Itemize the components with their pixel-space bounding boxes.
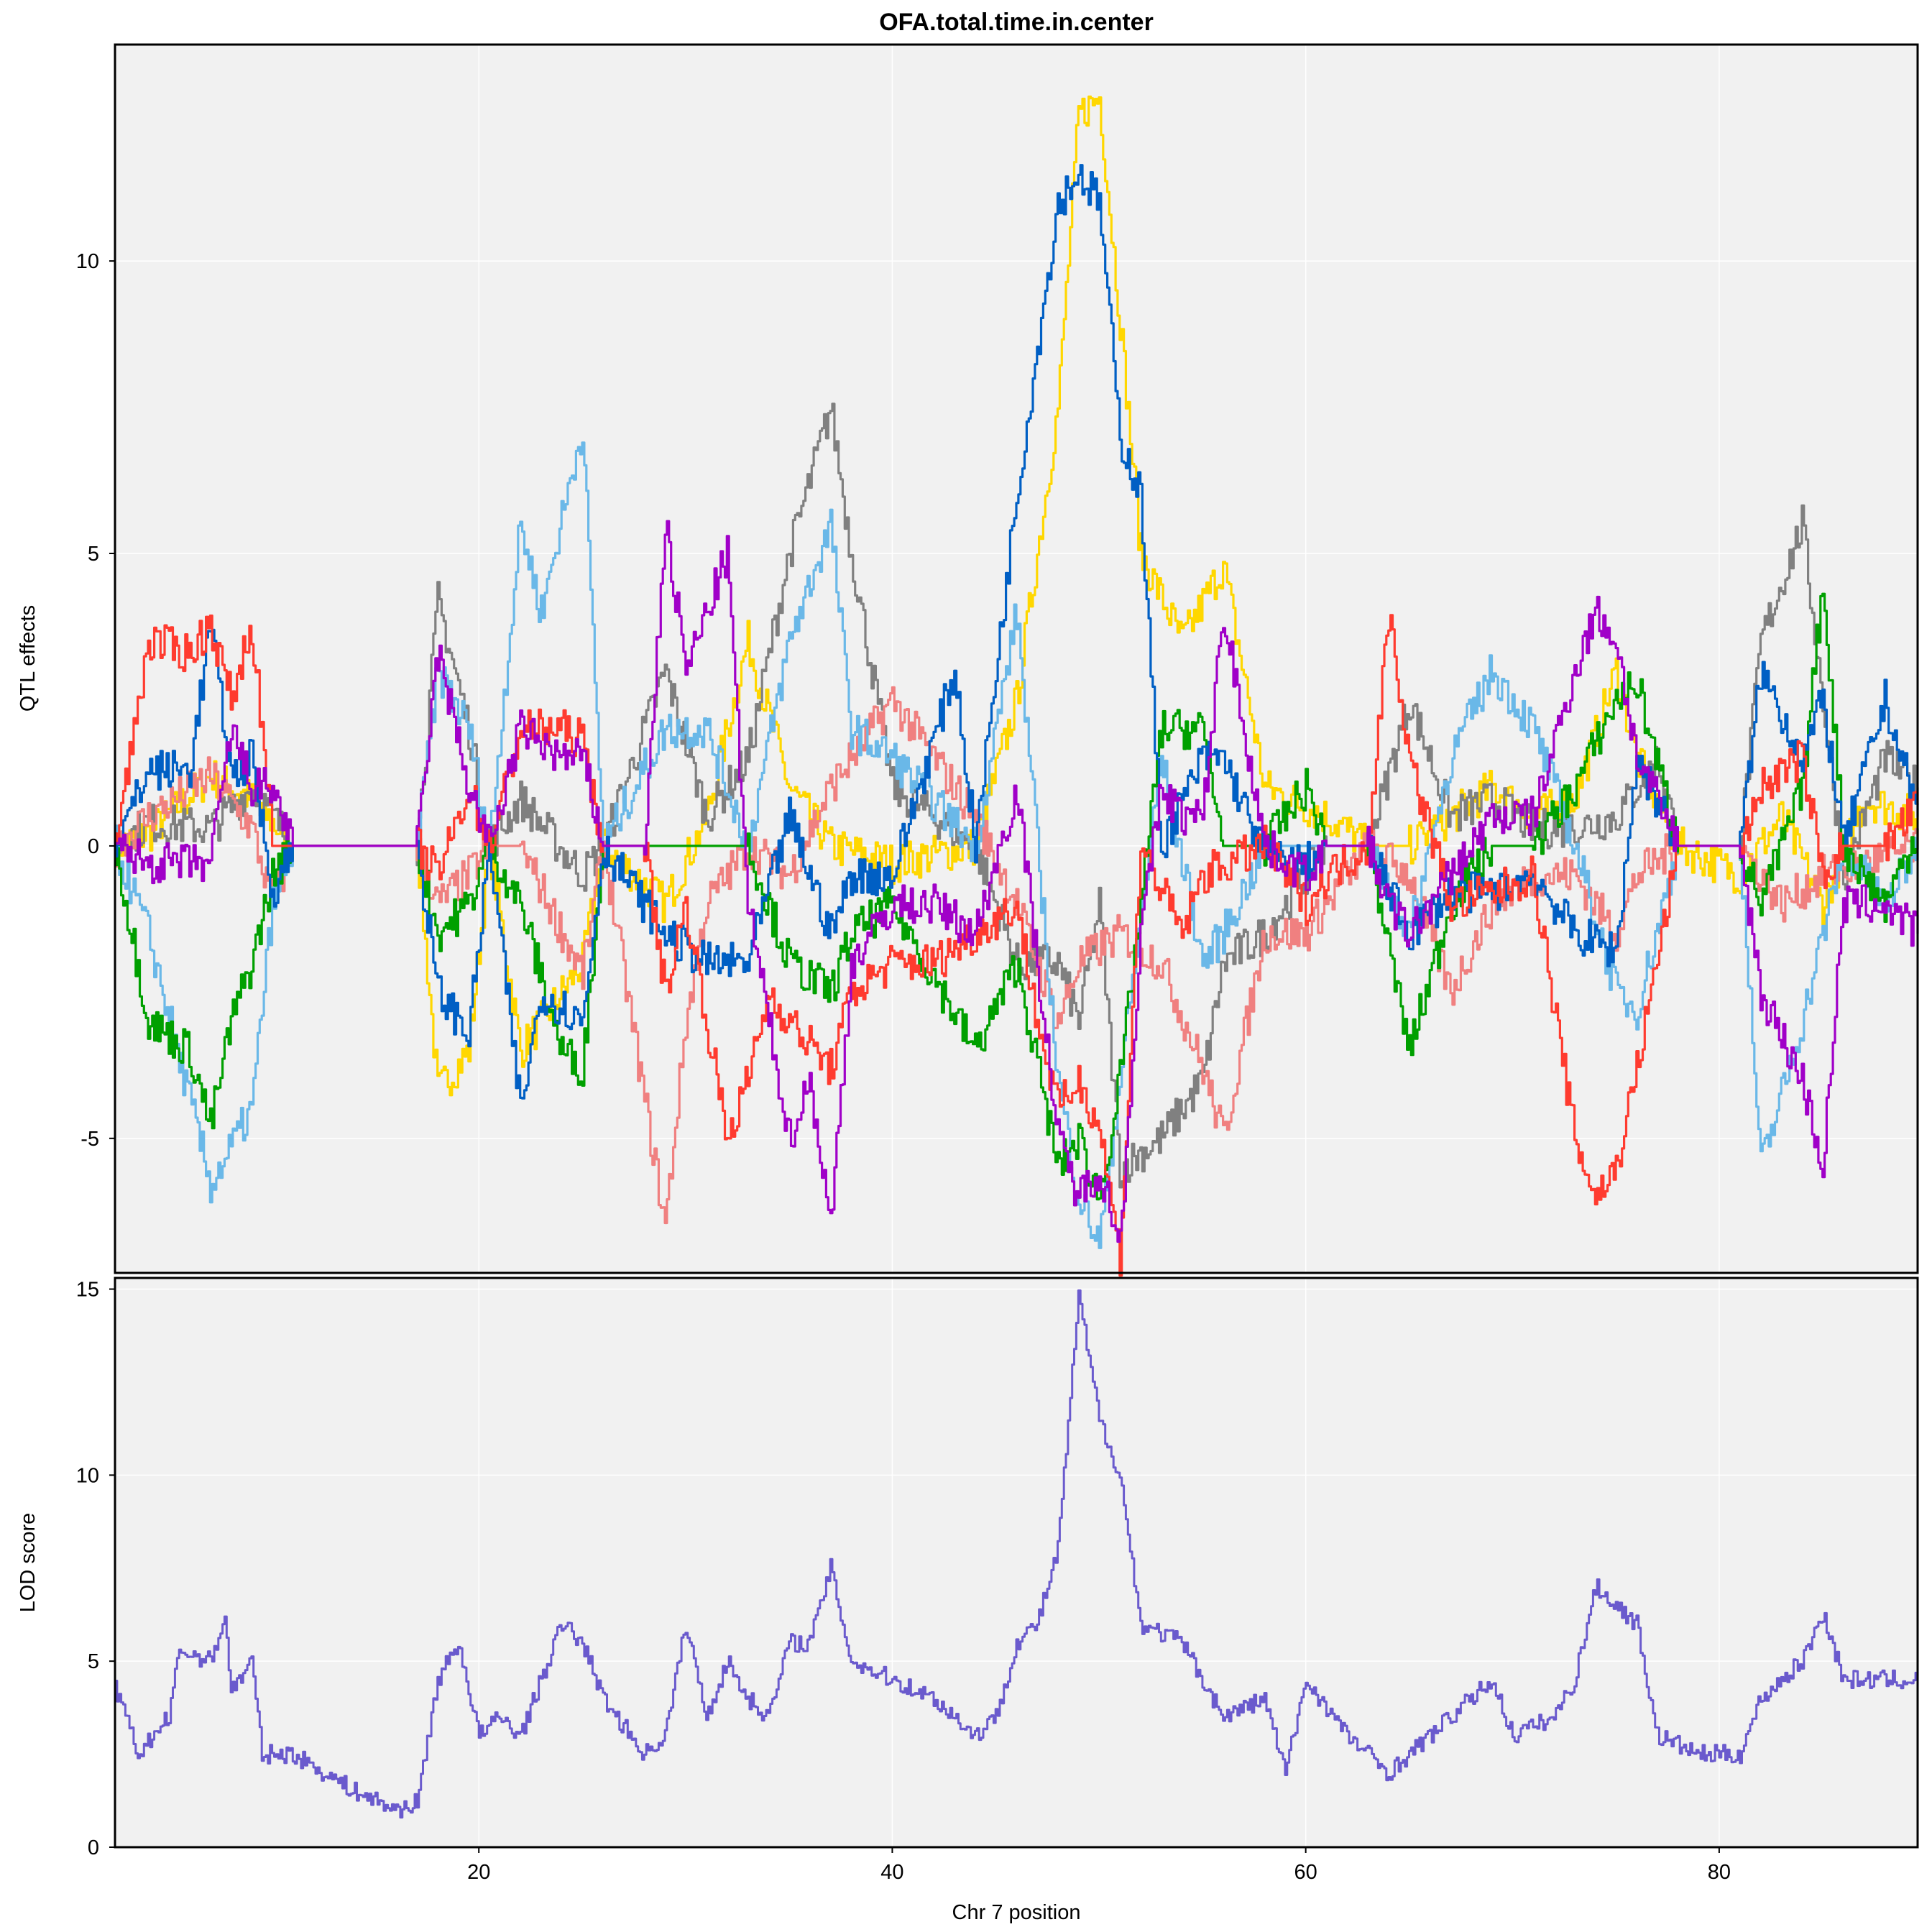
effects-series-h — [115, 520, 1919, 1243]
effects-panel-bg — [115, 45, 1918, 1273]
lod-ytick-label-3: 15 — [76, 1279, 99, 1302]
lod-y-axis-label: LOD score — [17, 1513, 40, 1613]
xtick-label-0: 20 — [467, 1861, 490, 1884]
effects-ytick-label-1: 0 — [88, 835, 99, 858]
effects-panel-frame — [114, 43, 1919, 1274]
lod-ytick-label-1: 5 — [88, 1650, 99, 1673]
effects-series-group — [115, 95, 1919, 1277]
effects-series-b — [115, 402, 1919, 1189]
lod-ytick-label-2: 10 — [76, 1464, 99, 1487]
chart-title: OFA.total.time.in.center — [879, 9, 1154, 36]
lod-series-group — [115, 1289, 1919, 1819]
effects-series-f — [115, 164, 1919, 1100]
lod-y-ticks: 0 5 10 15 — [76, 1279, 115, 1859]
lod-panel-frame — [114, 1276, 1919, 1849]
xtick-label-3: 80 — [1708, 1861, 1731, 1884]
effects-series-g — [115, 614, 1919, 1277]
effects-panel: -5 0 5 10 QTL effects — [17, 43, 1919, 1277]
effects-ytick-label-0: -5 — [80, 1128, 99, 1151]
x-axis-label: Chr 7 position — [952, 1901, 1081, 1924]
xtick-label-1: 40 — [880, 1861, 903, 1884]
lod-series-lod — [115, 1289, 1919, 1819]
x-ticks: 20 40 60 80 — [467, 1847, 1731, 1884]
lod-panel-bg — [115, 1278, 1918, 1847]
lod-ytick-label-0: 0 — [88, 1836, 99, 1859]
lod-panel: 0 5 10 15 LOD score — [17, 1276, 1919, 1859]
effects-ytick-label-2: 5 — [88, 543, 99, 566]
effects-ytick-label-3: 10 — [76, 250, 99, 273]
effects-y-axis-label: QTL effects — [17, 605, 40, 712]
xtick-label-2: 60 — [1294, 1861, 1317, 1884]
effects-y-ticks: -5 0 5 10 — [76, 250, 115, 1151]
